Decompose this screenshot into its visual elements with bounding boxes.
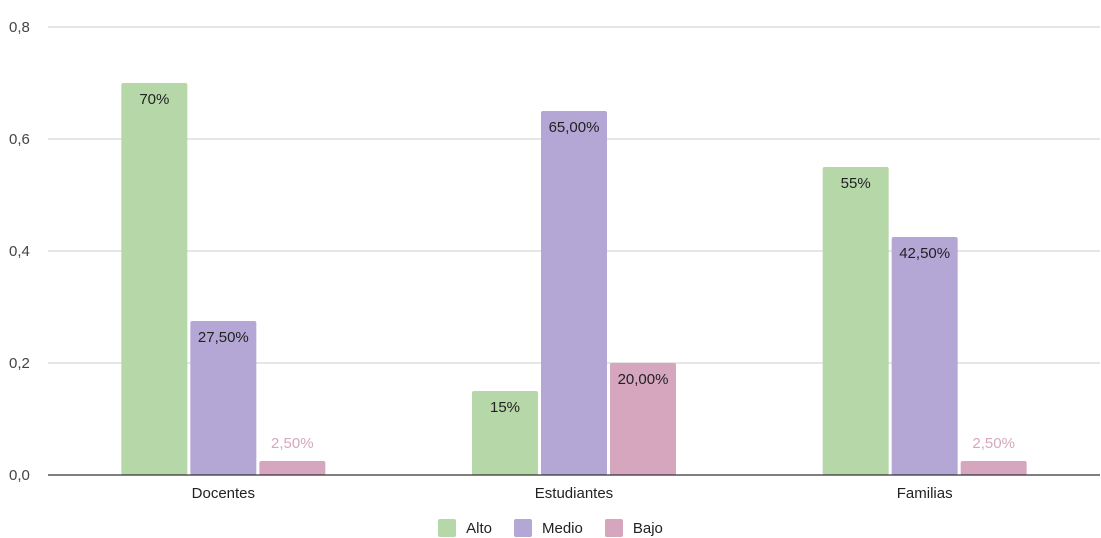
bar-medio-estudiantes[interactable] (541, 111, 607, 475)
data-label: 2,50% (972, 435, 1015, 452)
legend-swatch-bajo (604, 519, 623, 537)
legend-swatch-alto (438, 519, 457, 537)
legend-swatch-medio (513, 519, 532, 537)
x-tick-label: Familias (897, 485, 953, 502)
data-labels: 70% 27,50% 2,50% 15% 65,00% 20,00% 55% 42,50% 2,… (139, 91, 1015, 452)
legend-label-medio: Medio (541, 519, 583, 537)
bar-bajo-familias[interactable] (960, 461, 1027, 475)
y-tick-label: 0,2 (9, 355, 30, 372)
data-label: 55% (841, 175, 871, 192)
bar-chart: 0,0 0,2 0,4 0,6 0,8 70% 27,50% 2,50% 15% 65,00% 2… (9, 19, 1100, 502)
data-label: 70% (139, 91, 169, 108)
bar-medio-docentes[interactable] (190, 321, 257, 475)
y-tick-label: 0,4 (9, 243, 30, 260)
data-label: 15% (490, 399, 520, 416)
bar-alto-familias[interactable] (822, 167, 889, 475)
bar-alto-docentes[interactable] (121, 83, 188, 475)
bars (121, 83, 1027, 475)
bar-bajo-docentes[interactable] (259, 461, 326, 475)
x-axis: Docentes Estudiantes Familias (48, 474, 1100, 502)
data-label: 2,50% (271, 435, 314, 452)
legend-label-alto: Alto (466, 519, 492, 537)
data-label: 27,50% (198, 329, 249, 346)
data-label: 65,00% (549, 119, 600, 136)
x-tick-label: Estudiantes (535, 485, 613, 502)
data-label: 20,00% (618, 371, 669, 388)
bar-bajo-estudiantes[interactable] (610, 363, 676, 475)
legend-item-medio[interactable]: Medio (513, 519, 583, 537)
y-axis: 0,0 0,2 0,4 0,6 0,8 (9, 19, 30, 484)
legend-label-bajo: Bajo (632, 519, 663, 537)
bar-medio-familias[interactable] (891, 237, 958, 475)
y-tick-label: 0,8 (9, 19, 30, 36)
y-tick-label: 0,0 (9, 467, 30, 484)
y-tick-label: 0,6 (9, 131, 30, 148)
x-tick-label: Docentes (192, 485, 255, 502)
data-label: 42,50% (899, 245, 950, 262)
bar-alto-estudiantes[interactable] (472, 391, 538, 475)
legend-item-alto[interactable]: Alto (438, 519, 492, 537)
legend-item-bajo[interactable]: Bajo (604, 519, 663, 537)
legend: Alto Medio Bajo (0, 518, 1101, 538)
